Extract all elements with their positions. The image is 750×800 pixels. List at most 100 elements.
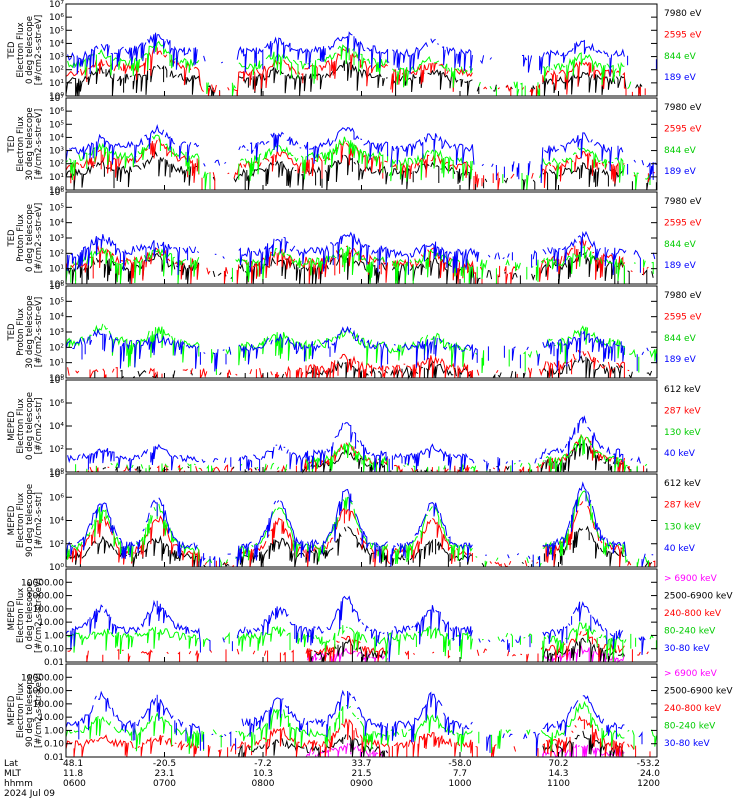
y-axis-label-line: Electron Flux (16, 22, 26, 77)
y-tick-label: 10⁸ (49, 470, 64, 480)
x-row-label: Lat (4, 759, 19, 769)
y-axis-label: TED Proton Flux 30 deg telescope [#/cm2-s-s… (7, 295, 44, 368)
series-line (65, 138, 655, 191)
legend-entry: 240-800 keV (664, 609, 722, 619)
y-tick-label: 10⁴ (49, 422, 64, 432)
y-axis-label: MEPED Electron Flux 90 deg telescope [#/cm2… (7, 673, 44, 748)
series-line (95, 357, 653, 379)
y-tick-label: 10⁰ (49, 186, 64, 196)
y-axis-label-line: Electron Flux (16, 493, 26, 548)
y-axis-label-line: [#/cm2-s-str-eV] (34, 15, 44, 85)
series-7980-ev (95, 357, 653, 379)
panel-1: 10⁰ 10¹ 10² 10³ 10⁴ 10⁵ 10⁶ 10⁷ TED Electron Flux… (7, 0, 702, 102)
y-axis-label-line: [#/cm2-s-str-eV] (34, 109, 44, 179)
x-row-label: hhmm (4, 779, 33, 789)
y-axis-label-line: TED (7, 135, 17, 154)
y-tick-label: 10⁶ (49, 13, 64, 23)
y-tick-label: 10⁵ (49, 297, 64, 307)
y-tick-label: 10³ (49, 234, 64, 244)
legend-entry: 7980 eV (664, 103, 702, 113)
y-tick-label: 10⁴ (49, 313, 64, 323)
y-axis-label-line: TED (7, 229, 17, 248)
legend-entry: 844 eV (664, 146, 697, 156)
x-tick-label-lat: 33.7 (351, 759, 371, 769)
y-tick-label: 1000.00 (27, 687, 64, 697)
series-line (68, 350, 657, 378)
x-tick-label-hhmm: 1200 (637, 779, 660, 789)
legend-entry: 30-80 keV (664, 739, 710, 749)
x-tick-label-lat: 70.2 (548, 759, 568, 769)
legend-entry: 189 eV (664, 167, 697, 177)
y-tick-label: 10⁶ (49, 282, 64, 292)
legend-entry: 2500-6900 keV (664, 687, 733, 697)
y-axis-label-line: 0 deg telescope (25, 392, 35, 460)
series-line (65, 700, 657, 754)
legend-entry: 240-800 keV (664, 704, 722, 714)
x-tick-label-lat: -58.0 (448, 759, 472, 769)
y-tick-label: 0.01 (44, 658, 64, 668)
y-axis-label: MEPED Electron Flux 0 deg telescope [#/cm2-… (7, 392, 44, 460)
y-axis-label-line: MEPED (7, 411, 17, 441)
y-axis-label-line: 30 deg telescope (25, 295, 35, 368)
y-axis-label-line: 90 deg telescope (25, 674, 35, 747)
series-line (307, 645, 625, 664)
y-tick-label: 10¹ (49, 79, 64, 89)
legend-entry: 844 eV (664, 334, 697, 344)
y-axis-label-line: 30 deg telescope (25, 107, 35, 180)
y-tick-label: 10² (49, 160, 64, 170)
y-axis-label-line: [#/cm2-s-str-eV] (34, 297, 44, 367)
y-tick-label: 10⁷ (49, 94, 64, 104)
y-tick-label: 10² (49, 343, 64, 353)
y-tick-label: 10⁴ (49, 39, 64, 49)
y-tick-label: 10² (49, 66, 64, 76)
legend-entry: 7980 eV (664, 291, 702, 301)
series-line (68, 417, 655, 472)
legend-entry: 612 keV (664, 385, 701, 395)
y-axis-label-line: 0 deg telescope (25, 16, 35, 84)
legend-entry: 287 keV (664, 501, 701, 511)
y-axis-label-line: 0 deg telescope (25, 582, 35, 650)
x-tick-label-mlt: 10.3 (253, 769, 273, 779)
legend-entry: 844 eV (664, 52, 697, 62)
x-tick-label-hhmm: 0700 (153, 779, 176, 789)
y-tick-label: 1.00 (44, 726, 64, 736)
y-axis-label-line: MEPED (7, 695, 17, 725)
y-axis-label-line: Electron Flux (16, 116, 26, 171)
x-tick-label-hhmm: 1100 (547, 779, 570, 789)
x-tick-label-mlt: 11.8 (63, 769, 83, 779)
x-tick-label-hhmm: 0800 (252, 779, 275, 789)
y-axis-label-line: TED (7, 41, 17, 60)
legend-entry: 2595 eV (664, 124, 702, 134)
panel-5: 10⁰ 10² 10⁴ 10⁶ 10⁸ MEPED Electron Flux 0 deg t… (7, 376, 701, 478)
x-row-label: MLT (4, 769, 22, 779)
legend-entry: 130 keV (664, 522, 701, 532)
series-line (67, 31, 657, 77)
y-tick-label: 0.01 (44, 753, 64, 763)
legend-entry: 2595 eV (664, 312, 702, 322)
y-tick-label: 10² (49, 445, 64, 455)
y-tick-label: 10² (49, 249, 64, 259)
y-tick-label: 10000.00 (21, 673, 64, 683)
panel-3: 10⁰ 10¹ 10² 10³ 10⁴ 10⁵ 10⁶ TED Proton Flux 0 deg… (7, 188, 702, 290)
y-tick-label: 10² (49, 540, 64, 550)
y-tick-label: 1.00 (44, 631, 64, 641)
y-axis-label-line: MEPED (7, 505, 17, 535)
series-line (65, 150, 657, 191)
series--6900-kev (307, 645, 625, 664)
y-axis-label-line: 0 deg telescope (25, 204, 35, 272)
y-tick-label: 10⁶ (49, 107, 64, 117)
y-axis-label: TED Proton Flux 0 deg telescope [#/cm2-s-st… (7, 203, 44, 273)
y-tick-label: 10³ (49, 147, 64, 157)
legend-entry: 2500-6900 keV (664, 592, 733, 602)
x-tick-label-hhmm: 0900 (350, 779, 373, 789)
y-axis-label-line: Electron Flux (16, 588, 26, 643)
y-tick-label: 10⁴ (49, 517, 64, 527)
legend-entry: > 6900 keV (664, 574, 718, 584)
y-axis-label-line: [#/cm2-s-str] (34, 492, 44, 549)
legend-entry: 612 keV (664, 479, 701, 489)
series-189-ev (67, 230, 656, 276)
y-axis-label: TED Electron Flux 0 deg telescope [#/cm2-s-… (7, 15, 44, 85)
y-tick-label: 10⁵ (49, 26, 64, 36)
legend-entry: 2595 eV (664, 30, 702, 40)
